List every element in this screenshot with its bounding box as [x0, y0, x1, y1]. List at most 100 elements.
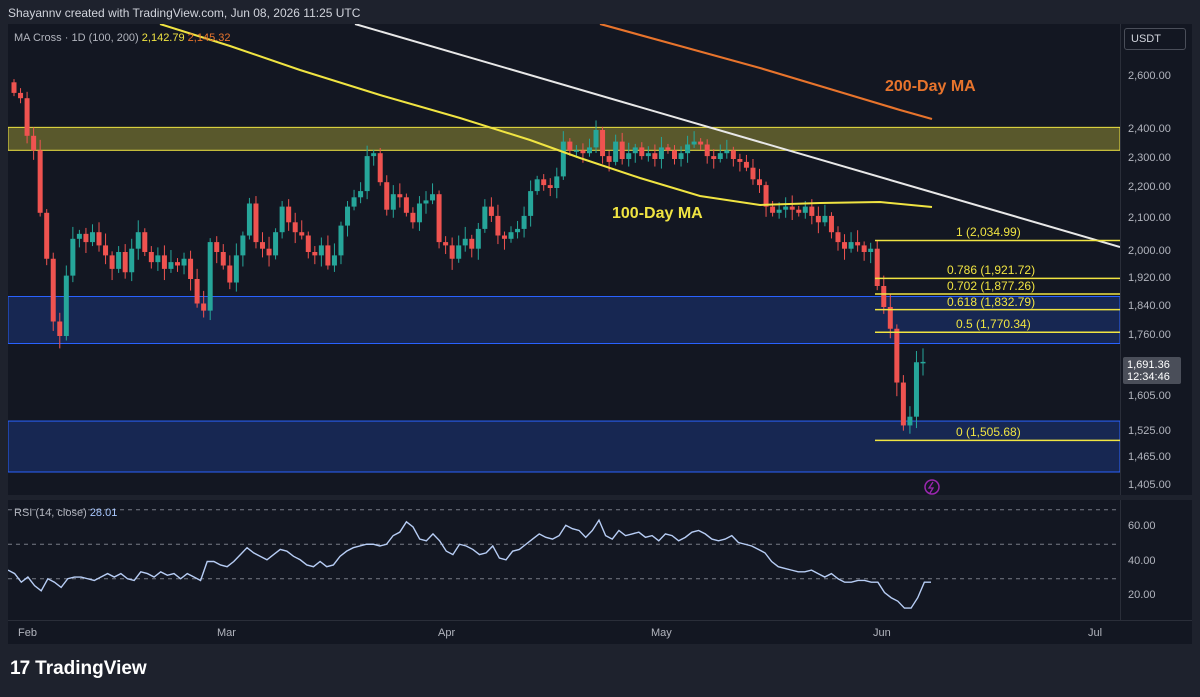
candle-body: [96, 232, 102, 246]
candle-body: [292, 222, 298, 233]
fib-label-0.5: 0.5 (1,770.34): [956, 317, 1031, 332]
candle-body: [606, 156, 612, 162]
candle-body: [410, 212, 416, 223]
candle-body: [874, 248, 880, 286]
price-tick: 2,400.00: [1128, 123, 1171, 135]
candle-body: [260, 242, 266, 249]
credit-text: Shayannv created with TradingView.com, J…: [8, 6, 361, 20]
indicator-name: MA Cross · 1D (100, 200): [14, 32, 139, 44]
rsi-value: 28.01: [89, 507, 118, 519]
candle-body: [377, 153, 383, 183]
time-tick-mar: Mar: [217, 627, 236, 639]
candle-body: [299, 232, 305, 236]
price-tick: 2,200.00: [1128, 181, 1171, 193]
price-tick: 2,300.00: [1128, 152, 1171, 164]
price-axis[interactable]: [1120, 24, 1192, 495]
candle-body: [671, 150, 677, 159]
candle-body: [70, 238, 76, 276]
ma200-value: 2,145.32: [187, 32, 231, 44]
candle-body: [116, 252, 122, 269]
candle-body: [201, 303, 207, 311]
rsi-chart-svg: [8, 509, 1120, 609]
candle-body: [11, 82, 17, 93]
candle-body: [848, 242, 854, 249]
candle-body: [809, 206, 815, 216]
candle-body: [521, 215, 527, 229]
candle-body: [279, 206, 285, 233]
fib-label-0: 0 (1,505.68): [956, 425, 1021, 440]
rsi-line: [8, 518, 931, 609]
candle-body: [423, 200, 429, 204]
candle-body: [83, 233, 89, 243]
last-price: 1,691.36: [1127, 359, 1170, 371]
candle-body: [142, 232, 148, 252]
candle-body: [586, 147, 592, 154]
price-chart-pane[interactable]: [8, 24, 1120, 495]
candle-body: [855, 242, 861, 246]
candle-body: [828, 215, 834, 233]
candle-body: [325, 245, 331, 266]
candle-body: [89, 232, 95, 243]
candle-body: [600, 130, 606, 157]
ma200-line: [599, 24, 933, 121]
price-tick: 2,100.00: [1128, 212, 1171, 224]
time-tick-jun: Jun: [873, 627, 891, 639]
rsi-pane[interactable]: [8, 500, 1120, 620]
candle-body: [161, 255, 167, 269]
candle-body: [534, 179, 540, 192]
candle-body: [31, 135, 37, 151]
candle-body: [384, 182, 390, 210]
indicator-label[interactable]: MA Cross · 1D (100, 200) 2,142.79 2,145.…: [14, 32, 231, 44]
candle-body: [626, 153, 632, 159]
rsi-axis[interactable]: [1120, 500, 1192, 620]
candle-body: [920, 361, 926, 364]
candle-body: [894, 328, 900, 383]
candle-body: [593, 130, 599, 148]
rsi-name: RSI (14, close): [14, 507, 87, 519]
candle-body: [691, 141, 697, 145]
candle-body: [835, 232, 841, 243]
price-tick: 1,760.00: [1128, 329, 1171, 341]
candle-body: [436, 194, 442, 243]
time-tick-apr: Apr: [438, 627, 456, 639]
candle-body: [881, 286, 887, 307]
candle-body: [639, 147, 645, 157]
candle-body: [711, 156, 717, 159]
candle-body: [37, 150, 43, 213]
candle-body: [371, 153, 377, 157]
candle-body: [305, 235, 311, 252]
candle-body: [567, 141, 573, 151]
candle-body: [214, 242, 220, 252]
candle-body: [573, 150, 579, 152]
candle-body: [730, 150, 736, 159]
price-tick: 1,840.00: [1128, 300, 1171, 312]
lightning-icon: [924, 479, 940, 495]
candle-body: [913, 362, 919, 417]
time-axis[interactable]: [8, 620, 1192, 644]
candle-body: [18, 92, 24, 99]
lightning-bolt: [927, 481, 935, 494]
candle-body: [658, 147, 664, 159]
price-tick: 1,405.00: [1128, 479, 1171, 491]
footer: [0, 644, 1200, 697]
rsi-label[interactable]: RSI (14, close) 28.01: [14, 507, 117, 519]
fib-label-1: 1 (2,034.99): [956, 225, 1021, 240]
candle-body: [861, 245, 867, 252]
price-tick: 2,000.00: [1128, 245, 1171, 257]
candle-body: [194, 279, 200, 304]
fib-label-0.618: 0.618 (1,832.79): [947, 294, 1036, 309]
candle-body: [783, 206, 789, 210]
tradingview-logo[interactable]: 17 TradingView: [10, 658, 147, 680]
candle-body: [652, 153, 658, 159]
currency-selector[interactable]: USDT: [1124, 28, 1186, 50]
candle-body: [331, 255, 337, 266]
candle-body: [613, 141, 619, 162]
candle-body: [273, 232, 279, 256]
candle-body: [717, 153, 723, 159]
candle-body: [770, 206, 776, 213]
candle-body: [757, 179, 763, 186]
candle-body: [364, 156, 370, 192]
candle-body: [737, 159, 743, 162]
candle-body: [802, 206, 808, 213]
candle-body: [207, 242, 213, 311]
